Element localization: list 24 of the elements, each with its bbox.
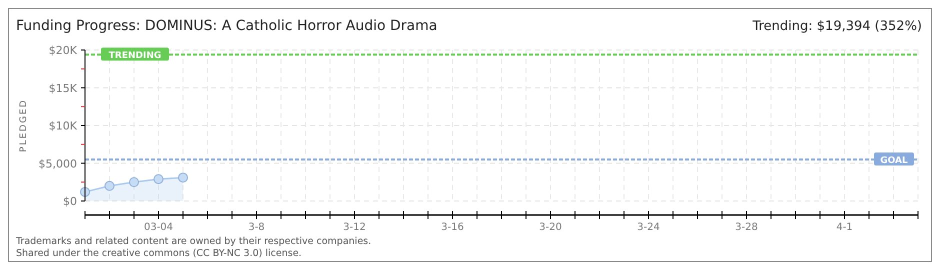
- y-axis-title: PLEDGED: [19, 98, 29, 152]
- y-tick-label: $5,000: [38, 157, 77, 170]
- point: [154, 174, 164, 184]
- x-tick-label: 03-04: [144, 222, 174, 233]
- chart-subtitle: Trending: $19,394 (352%): [752, 19, 922, 34]
- x-tick-label: 3-16: [441, 222, 464, 233]
- point: [104, 180, 114, 191]
- y-tick-label: $20K: [48, 44, 78, 57]
- text: Trademarks and related content are owned by their respective companies.: [15, 236, 372, 247]
- ref-line-label: TRENDING: [108, 51, 162, 62]
- x-tick-label: 3-8: [248, 222, 265, 233]
- y-tick-label: $0: [63, 195, 77, 208]
- x-tick-label: 3-28: [735, 222, 758, 233]
- ref-line-label: GOAL: [880, 156, 908, 166]
- y-tick-label: $10K: [48, 120, 78, 132]
- point: [178, 172, 188, 183]
- point: [129, 177, 139, 188]
- x-tick-label: 3-12: [343, 222, 366, 233]
- y-tick-label: $15K: [48, 82, 78, 95]
- x-tick-label: 3-24: [637, 222, 660, 233]
- chart-title: Funding Progress: DOMINUS: A Catholic Horror Audio Drama: [16, 18, 438, 34]
- x-tick-label: 3-20: [539, 222, 562, 233]
- x-tick-label: 4-1: [836, 222, 853, 233]
- text: Shared under the creative commons (CC BY-NC 3.0) license.: [16, 248, 302, 259]
